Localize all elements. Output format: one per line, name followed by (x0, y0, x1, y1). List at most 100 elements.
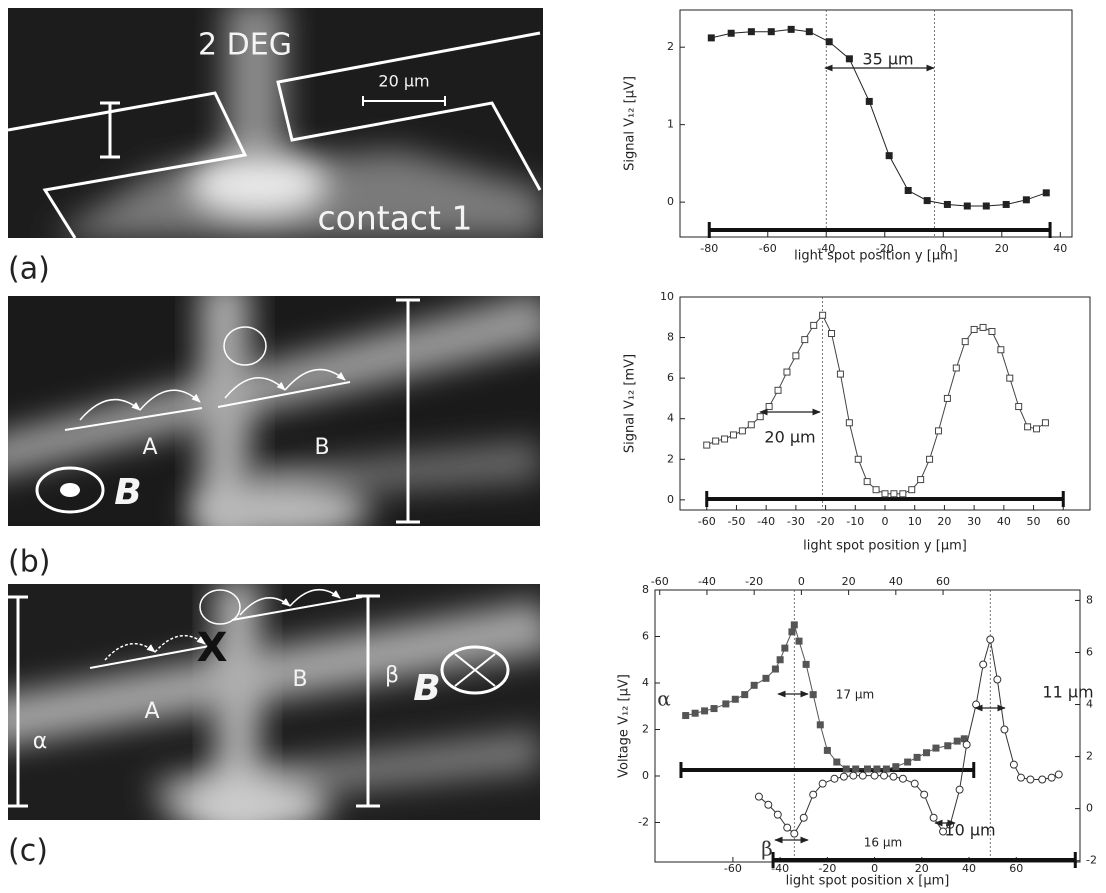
annotation: 11 µm (1042, 683, 1093, 702)
marker (1048, 774, 1055, 781)
marker (846, 420, 852, 426)
marker (739, 428, 745, 434)
marker (683, 713, 689, 719)
annotation: 20 µm (764, 428, 815, 447)
marker (890, 773, 897, 780)
marker (817, 722, 823, 728)
marker (723, 701, 729, 707)
marker (829, 331, 835, 337)
marker (755, 793, 762, 800)
marker (1034, 426, 1040, 432)
marker (791, 830, 798, 837)
x-tick-label: 10 (908, 515, 922, 528)
x2-tick-label: 20 (842, 575, 856, 588)
y-tick-label: 0 (667, 493, 674, 506)
marker (973, 701, 980, 708)
y-tick-label: 0 (642, 769, 649, 782)
image-text: 2 DEG (198, 28, 292, 63)
marker (757, 414, 763, 420)
marker (751, 682, 757, 688)
marker (900, 491, 906, 497)
y-tick-label: 2 (667, 40, 674, 53)
marker (763, 675, 769, 681)
marker (831, 775, 838, 782)
marker (945, 743, 951, 749)
figure: 2 DEG 20 µm contact 1 (a) A B B (b) (0, 0, 1106, 889)
marker (924, 750, 930, 756)
marker (953, 365, 959, 371)
y-tick-label: 10 (660, 290, 674, 303)
marker (811, 322, 817, 328)
marker (748, 29, 754, 35)
series-label: α (657, 687, 671, 711)
y-tick-label: 8 (642, 583, 649, 596)
marker (994, 676, 1001, 683)
marker (1023, 197, 1029, 203)
marker (1042, 420, 1048, 426)
marker (730, 432, 736, 438)
x2-tick-label: 40 (889, 575, 903, 588)
marker (775, 387, 781, 393)
series-line (759, 639, 1059, 833)
marker (911, 780, 918, 787)
marker (853, 766, 859, 772)
marker (791, 622, 797, 628)
marker (796, 638, 802, 644)
x-tick-label: 30 (967, 515, 981, 528)
charts: -80-60-40-2002040012light spot position … (617, 10, 1097, 889)
image-text: B (314, 435, 329, 460)
marker (980, 661, 987, 668)
marker (893, 764, 899, 770)
image-text: A (144, 699, 159, 724)
panel-label: (a) (8, 252, 50, 287)
series-line (707, 315, 1046, 494)
x-tick-label: 0 (882, 515, 889, 528)
x2-tick-label: 0 (798, 575, 805, 588)
marker (956, 786, 963, 793)
marker (1007, 375, 1013, 381)
y-tick-label: 1 (667, 118, 674, 131)
marker (722, 436, 728, 442)
marker (905, 759, 911, 765)
marker (765, 801, 772, 808)
y2-tick-label: 8 (1086, 593, 1093, 606)
marker (708, 35, 714, 41)
plot-frame (680, 297, 1090, 510)
x-tick-label: 40 (997, 515, 1011, 528)
marker (1043, 190, 1049, 196)
marker (788, 26, 794, 32)
marker (1025, 424, 1031, 430)
marker (800, 814, 807, 821)
y2-tick-label: 0 (1086, 802, 1093, 815)
y-tick-label: 6 (642, 629, 649, 642)
x2-tick-label: 60 (936, 575, 950, 588)
image-text: β (385, 663, 399, 688)
marker (732, 696, 738, 702)
x-tick-label: -60 (759, 242, 777, 255)
marker (850, 772, 857, 779)
image-c (0, 580, 560, 835)
image-text: B (413, 668, 440, 709)
x-tick-label: -50 (727, 515, 745, 528)
marker (789, 629, 795, 635)
annotation: 16 µm (864, 836, 902, 850)
marker (927, 456, 933, 462)
x-tick-label: -10 (846, 515, 864, 528)
y-axis-label: Signal V₁₂ [mV] (623, 354, 638, 453)
marker (843, 766, 849, 772)
x2-tick-label: -40 (698, 575, 716, 588)
marker (713, 438, 719, 444)
marker (784, 369, 790, 375)
marker (1010, 761, 1017, 768)
marker (711, 706, 717, 712)
marker (944, 201, 950, 207)
marker (924, 198, 930, 204)
marker (803, 661, 809, 667)
marker (964, 203, 970, 209)
y-tick-label: 2 (642, 722, 649, 735)
marker (983, 203, 989, 209)
scale-label: 20 µm (378, 72, 429, 91)
marker (819, 780, 826, 787)
marker (918, 477, 924, 483)
marker (864, 479, 870, 485)
